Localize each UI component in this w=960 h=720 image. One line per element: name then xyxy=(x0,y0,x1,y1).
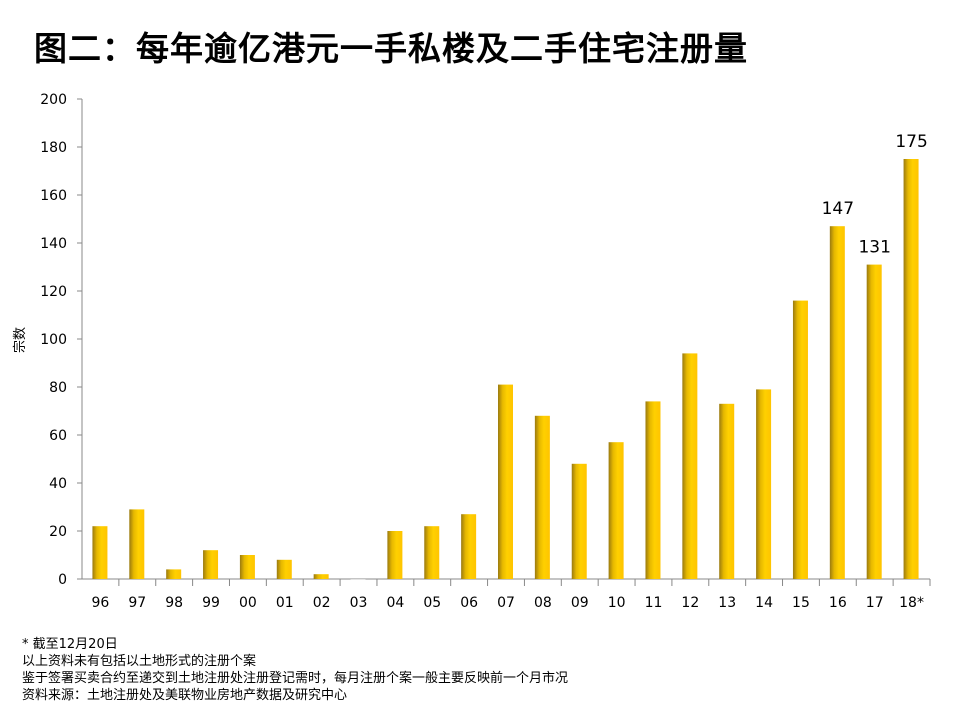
x-tick-label: 02 xyxy=(313,595,331,611)
bar-06 xyxy=(461,514,477,579)
y-tick-label: 140 xyxy=(40,236,67,252)
footnotes: * 截至12月20日 以上资料未有包括以土地形式的注册个案 鉴于签署买卖合约至递… xyxy=(22,636,568,704)
x-tick-label: 07 xyxy=(497,595,515,611)
data-label-16: 147 xyxy=(822,199,854,219)
bar-97 xyxy=(129,509,145,579)
data-label-17: 131 xyxy=(858,238,890,258)
y-tick-label: 0 xyxy=(58,572,67,588)
x-tick-label: 99 xyxy=(202,595,220,611)
note-asterisk: * 截至12月20日 xyxy=(22,637,118,652)
x-tick-label: 05 xyxy=(423,595,441,611)
y-tick-label: 40 xyxy=(49,476,67,492)
y-tick-label: 120 xyxy=(40,284,67,300)
bar-10 xyxy=(608,442,624,579)
x-tick-label: 16 xyxy=(829,595,847,611)
x-tick-label: 15 xyxy=(792,595,810,611)
bar-09 xyxy=(571,463,587,579)
bar-99 xyxy=(203,550,219,579)
chart-title: 图二：每年逾亿港元一手私楼及二手住宅注册量 xyxy=(34,29,748,68)
y-tick-label: 100 xyxy=(40,332,67,348)
note-exclusion: 以上资料未有包括以土地形式的注册个案 xyxy=(22,654,257,669)
y-axis-label: 宗数 xyxy=(12,327,28,353)
bar-03 xyxy=(350,579,366,580)
note-source: 资料来源：土地注册处及美联物业房地产数据及研究中心 xyxy=(22,688,348,703)
bar-12 xyxy=(682,353,698,579)
bar-15 xyxy=(792,300,808,579)
y-tick-label: 180 xyxy=(40,140,67,156)
x-tick-label: 14 xyxy=(755,595,773,611)
bar-11 xyxy=(645,401,661,579)
bar-18* xyxy=(903,159,919,579)
y-tick-label: 20 xyxy=(49,524,67,540)
x-tick-label: 06 xyxy=(460,595,478,611)
bar-17 xyxy=(866,264,882,579)
bar-05 xyxy=(424,526,440,579)
x-tick-label: 18* xyxy=(899,595,924,611)
bar-01 xyxy=(276,559,292,579)
x-tick-label: 03 xyxy=(350,595,368,611)
x-tick-label: 11 xyxy=(645,595,663,611)
bar-07 xyxy=(498,384,513,579)
x-tick-label: 01 xyxy=(276,595,294,611)
x-tick-label: 04 xyxy=(386,595,404,611)
x-tick-label: 00 xyxy=(239,595,257,611)
y-tick-label: 200 xyxy=(40,92,67,108)
x-tick-label: 12 xyxy=(681,595,699,611)
y-tick-label: 80 xyxy=(49,380,67,396)
bar-98 xyxy=(166,569,182,579)
bar-14 xyxy=(756,389,772,579)
bar-16 xyxy=(829,226,845,579)
y-tick-label: 160 xyxy=(40,188,67,204)
x-tick-label: 10 xyxy=(608,595,626,611)
y-tick-label: 60 xyxy=(49,428,67,444)
bar-00 xyxy=(239,555,255,579)
bar-08 xyxy=(534,415,550,579)
bar-13 xyxy=(719,403,735,579)
bar-02 xyxy=(313,574,329,579)
x-tick-label: 08 xyxy=(534,595,552,611)
bar-04 xyxy=(387,531,403,579)
x-tick-label: 97 xyxy=(128,595,146,611)
x-tick-label: 17 xyxy=(866,595,884,611)
x-tick-label: 13 xyxy=(718,595,736,611)
note-timing: 鉴于签署买卖合约至递交到土地注册处注册登记需时，每月注册个案一般主要反映前一个月… xyxy=(22,671,569,686)
bar-96 xyxy=(92,526,108,579)
data-label-18*: 175 xyxy=(895,132,927,152)
x-tick-label: 09 xyxy=(571,595,589,611)
x-tick-label: 98 xyxy=(165,595,183,611)
x-tick-label: 96 xyxy=(92,595,110,611)
